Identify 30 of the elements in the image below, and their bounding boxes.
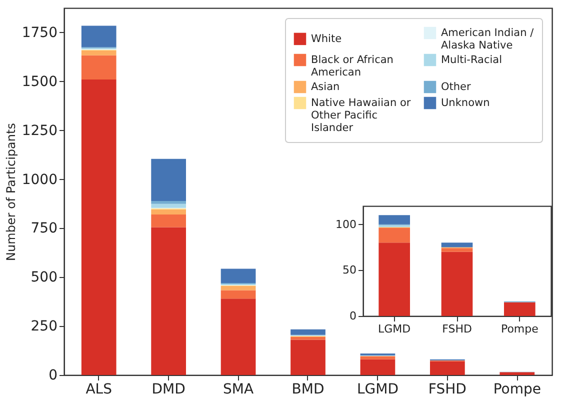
y-tick-label: 500 xyxy=(30,270,58,286)
y-tick-label: 1500 xyxy=(22,74,58,90)
legend-label: Black or African American xyxy=(311,54,394,78)
y-tick-label: 1750 xyxy=(22,24,58,41)
legend-label: American Indian / Alaska Native xyxy=(441,27,534,52)
y-tick-label: 100 xyxy=(336,218,356,231)
legend-label: Multi-Racial xyxy=(441,54,502,66)
y-tick-label: 250 xyxy=(30,318,58,335)
y-axis-title: Number of Participants xyxy=(4,123,18,261)
legend-label: White xyxy=(311,32,342,45)
y-tick-label: 50 xyxy=(342,264,356,277)
x-tick-label: FSHD xyxy=(442,322,472,336)
legend-label: Other xyxy=(441,81,472,93)
legend-label: Asian xyxy=(311,81,340,93)
x-tick-label: BMD xyxy=(292,382,324,398)
x-tick-label: ALS xyxy=(86,382,112,398)
y-tick-label: 1000 xyxy=(22,172,58,188)
x-tick-label: LGMD xyxy=(378,322,411,336)
x-tick-label: Pompe xyxy=(500,322,539,336)
x-tick-label: FSHD xyxy=(428,382,466,398)
y-tick-label: 750 xyxy=(30,220,58,237)
y-tick-label: 0 xyxy=(350,310,356,322)
x-tick-label: Pompe xyxy=(493,382,541,398)
x-tick-label: LGMD xyxy=(356,382,398,398)
legend-label: Unknown xyxy=(441,97,490,109)
x-tick-label: DMD xyxy=(152,382,186,398)
y-tick-label: 1250 xyxy=(22,122,58,139)
legend-label: Native Hawaiian or Other Pacific Islander xyxy=(311,97,412,134)
x-tick-label: SMA xyxy=(223,382,254,398)
y-tick-label: 0 xyxy=(48,368,58,384)
